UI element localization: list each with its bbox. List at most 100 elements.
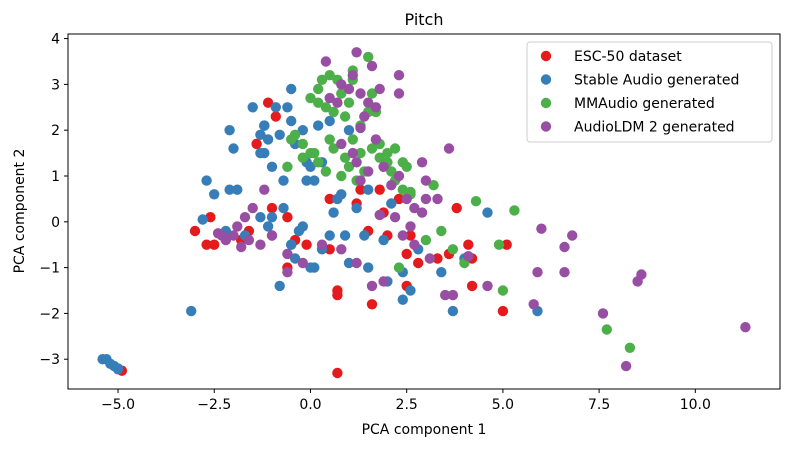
data-point (324, 193, 335, 205)
data-point (482, 207, 493, 218)
data-point (278, 202, 289, 214)
data-point (359, 230, 370, 241)
x-tick-label: −2.5 (197, 397, 231, 413)
data-point (351, 202, 362, 214)
data-point (324, 115, 335, 127)
data-point (282, 161, 293, 172)
data-point (370, 134, 382, 145)
data-point (209, 189, 220, 200)
data-point (297, 138, 308, 150)
data-point (239, 212, 251, 223)
data-point (262, 97, 274, 108)
data-point (282, 248, 293, 260)
x-tick-label: 7.5 (588, 397, 610, 413)
x-tick-label: −5.0 (101, 397, 135, 413)
legend-label: ESC-50 dataset (574, 49, 682, 65)
data-point (436, 225, 447, 237)
data-point (401, 248, 412, 260)
y-tick-label: −3 (39, 352, 60, 368)
data-point (424, 253, 435, 264)
data-point (386, 180, 397, 191)
data-point (497, 285, 509, 296)
data-point (343, 97, 355, 108)
data-point (255, 239, 266, 250)
data-point (247, 102, 258, 113)
data-point (313, 97, 324, 108)
data-point (324, 92, 335, 104)
data-point (420, 193, 432, 205)
chart-title: Pitch (405, 10, 444, 29)
data-point (428, 180, 439, 191)
legend-entry: ESC-50 dataset (540, 49, 682, 65)
x-axis-label: PCA component 1 (362, 422, 487, 438)
data-point (201, 239, 212, 250)
data-point (309, 262, 320, 273)
data-point (186, 305, 197, 317)
data-point (289, 129, 301, 140)
data-point (313, 83, 324, 95)
data-point (532, 267, 543, 278)
data-point (189, 225, 201, 237)
data-point (482, 280, 493, 292)
data-point (278, 175, 289, 186)
legend-box (526, 41, 773, 143)
data-point (332, 367, 343, 379)
data-point (624, 342, 636, 353)
data-point (343, 257, 355, 269)
y-tick-label: 1 (51, 169, 60, 185)
plot-points (97, 47, 751, 379)
data-point (355, 88, 366, 99)
data-point (336, 244, 347, 255)
data-point (528, 299, 539, 310)
data-point (274, 129, 285, 140)
data-point (297, 125, 308, 136)
data-point (366, 299, 378, 310)
data-point (320, 56, 332, 67)
data-point (286, 83, 297, 95)
data-point (259, 120, 270, 131)
data-point (197, 214, 208, 225)
data-point (378, 161, 389, 172)
data-point (405, 221, 416, 232)
data-point (320, 102, 332, 113)
data-point (305, 92, 316, 104)
data-point (212, 228, 224, 239)
data-point (255, 129, 266, 140)
data-point (393, 88, 405, 99)
data-point (232, 221, 243, 232)
data-point (232, 184, 243, 195)
legend-entry: MMAudio generated (540, 96, 715, 112)
data-point (636, 269, 647, 280)
data-point (336, 138, 347, 150)
data-point (382, 147, 393, 159)
data-point (363, 51, 374, 63)
data-point (420, 234, 432, 246)
data-point (420, 175, 432, 186)
data-point (397, 230, 408, 241)
data-point (597, 308, 609, 319)
data-point (224, 125, 235, 136)
y-axis-label: PCA component 2 (12, 149, 28, 274)
data-point (247, 202, 258, 214)
data-point (432, 253, 443, 264)
data-point (409, 202, 420, 214)
data-point (443, 143, 455, 154)
data-point (374, 184, 385, 195)
data-point (112, 364, 124, 375)
data-point (282, 102, 293, 113)
x-tick-label: 0.0 (299, 397, 321, 413)
data-point (447, 305, 459, 317)
y-tick-label: 3 (51, 77, 60, 93)
data-point (324, 230, 335, 241)
data-point (740, 322, 751, 333)
data-point (282, 267, 293, 278)
series-2 (282, 51, 636, 353)
data-point (320, 166, 332, 177)
data-point (266, 212, 278, 223)
y-tick-label: 4 (51, 32, 60, 48)
data-point (228, 143, 239, 154)
series-1 (97, 83, 543, 375)
data-point (436, 267, 447, 278)
data-point (243, 234, 255, 246)
